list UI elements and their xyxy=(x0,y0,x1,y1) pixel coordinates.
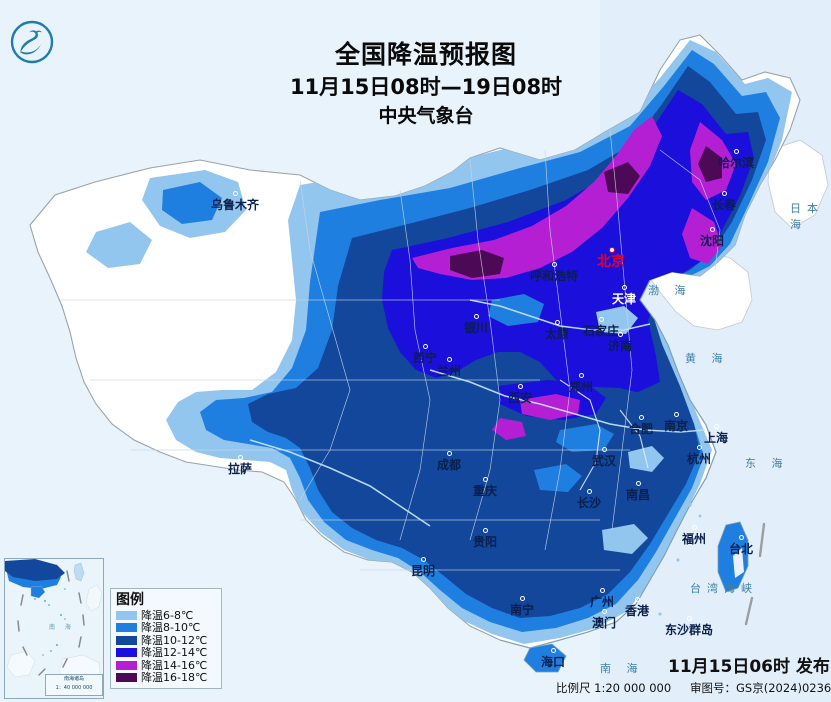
legend-item-1: 降温6-8℃ xyxy=(116,609,217,622)
inset-title: 南海诸岛 xyxy=(63,676,84,682)
issue-time-text: 11月15日06时 发布 xyxy=(668,657,830,677)
south-china-sea-inset-map: 南 海 南海诸岛 1：40 000 000 xyxy=(4,558,104,699)
legend-item-4: 降温12-14℃ xyxy=(116,647,217,660)
legend-item-label: 降温16-18℃ xyxy=(141,671,208,685)
legend-item-label: 降温6-8℃ xyxy=(141,608,194,622)
svg-text:南 海: 南 海 xyxy=(49,623,75,631)
legend-title: 图例 xyxy=(116,592,144,608)
cooling-bands xyxy=(86,40,792,644)
legend-color-swatch xyxy=(116,660,137,670)
legend-item-6: 降温16-18℃ xyxy=(116,672,217,685)
dash-line xyxy=(744,522,766,626)
small-islands xyxy=(658,503,702,616)
legend-rows: 降温6-8℃ 降温8-10℃ 降温10-12℃ 降温12-14℃ 降温14-16℃ 降温1… xyxy=(116,609,217,684)
inset-map-svg: 南 海 xyxy=(5,559,103,698)
legend-color-swatch xyxy=(116,635,137,645)
legend-item-label: 降温10-12℃ xyxy=(141,633,208,647)
legend-item-label: 降温14-16℃ xyxy=(141,658,208,672)
rivers xyxy=(249,299,706,527)
cma-dragon-logo-icon xyxy=(10,20,54,64)
legend-color-swatch xyxy=(116,648,137,658)
band-16-18 xyxy=(450,146,722,278)
map-scale-text: 比例尺 1:20 000 000 xyxy=(556,681,672,695)
legend-item-3: 降温10-12℃ xyxy=(116,634,217,647)
light-pockets xyxy=(488,294,664,554)
inset-scale: 1：40 000 000 xyxy=(55,684,93,691)
hainan-island xyxy=(523,643,567,673)
rivers-light xyxy=(559,379,649,491)
legend-color-swatch xyxy=(116,673,137,683)
map-approval-number: 审图号：GS京(2024)0236号 xyxy=(690,681,831,695)
inset-scale-box: 南海诸岛 1：40 000 000 xyxy=(45,674,103,696)
legend-item-label: 降温12-14℃ xyxy=(141,646,208,660)
legend-color-swatch xyxy=(116,623,137,633)
legend-item-2: 降温8-10℃ xyxy=(116,622,217,635)
legend-color-swatch xyxy=(116,610,137,620)
legend: 图例 降温6-8℃ 降温8-10℃ 降温10-12℃ 降温12-14℃ 降温14-16℃… xyxy=(110,588,222,690)
legend-item-5: 降温14-16℃ xyxy=(116,659,217,672)
legend-item-label: 降温8-10℃ xyxy=(141,621,201,635)
